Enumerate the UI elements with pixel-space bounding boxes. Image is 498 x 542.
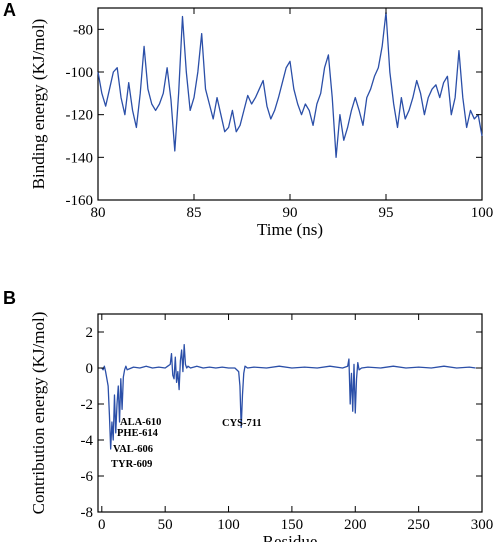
annotation-cys-711: CYS-711	[222, 418, 262, 429]
annotation-val-606: VAL-606	[113, 444, 153, 455]
chart-a-x-tick-label: 95	[379, 205, 394, 221]
chart-b: B 0 50 100 150 200 250 300 -8 -6 -4 -2 0 2 Residue C…	[3, 288, 493, 542]
chart-a-y-tick-label: -120	[66, 108, 94, 124]
panel-letter-b: B	[3, 288, 16, 308]
chart-b-y-tick-label: 0	[86, 361, 94, 377]
annotation-ala-610: ALA-610	[120, 417, 161, 428]
chart-a-y-tick-label: -100	[66, 65, 94, 81]
chart-b-y-tick-label: -4	[81, 433, 94, 449]
chart-a-y-axis-title: Binding energy (KJ/mol)	[29, 19, 48, 190]
chart-a-ticks: 80 85 90 95 100 -160 -140 -120 -100 -80	[66, 8, 494, 221]
chart-a-y-tick-label: -80	[73, 22, 93, 38]
chart-b-ticks: 0 50 100 150 200 250 300 -8 -6 -4 -2 0 2	[81, 314, 494, 533]
chart-b-x-tick-label: 300	[471, 517, 494, 533]
chart-a-x-tick-label: 85	[187, 205, 202, 221]
chart-b-frame	[97, 313, 483, 513]
chart-b-x-tick-label: 100	[217, 517, 240, 533]
annotation-phe-614: PHE-614	[117, 428, 159, 439]
chart-b-series-line	[101, 343, 476, 450]
chart-b-y-tick-label: -2	[81, 397, 94, 413]
chart-b-y-axis-title: Contribution energy (KJ/mol)	[29, 312, 48, 515]
chart-b-x-tick-label: 0	[98, 517, 106, 533]
chart-b-x-tick-label: 250	[407, 517, 430, 533]
chart-b-x-tick-label: 50	[158, 517, 173, 533]
chart-a-x-axis-title: Time (ns)	[257, 220, 323, 239]
annotation-tyr-609: TYR-609	[111, 459, 152, 470]
chart-b-y-tick-label: 2	[86, 325, 94, 341]
chart-a: A 80 85 90 95 100 -160 -140 -120 -100 -80 Time (n…	[3, 0, 493, 239]
chart-a-y-tick-label: -160	[66, 193, 94, 209]
panel-letter-a: A	[3, 0, 16, 20]
chart-a-series-line	[97, 11, 483, 158]
chart-b-x-axis-title: Residue	[263, 532, 318, 542]
chart-b-y-tick-label: -8	[81, 505, 94, 521]
chart-a-frame	[97, 7, 483, 201]
chart-b-x-tick-label: 150	[281, 517, 304, 533]
chart-a-x-tick-label: 80	[91, 205, 106, 221]
chart-a-x-tick-label: 90	[283, 205, 298, 221]
chart-b-x-tick-label: 200	[344, 517, 367, 533]
chart-a-y-tick-label: -140	[66, 150, 94, 166]
chart-a-x-tick-label: 100	[471, 205, 494, 221]
chart-b-y-tick-label: -6	[81, 469, 94, 485]
